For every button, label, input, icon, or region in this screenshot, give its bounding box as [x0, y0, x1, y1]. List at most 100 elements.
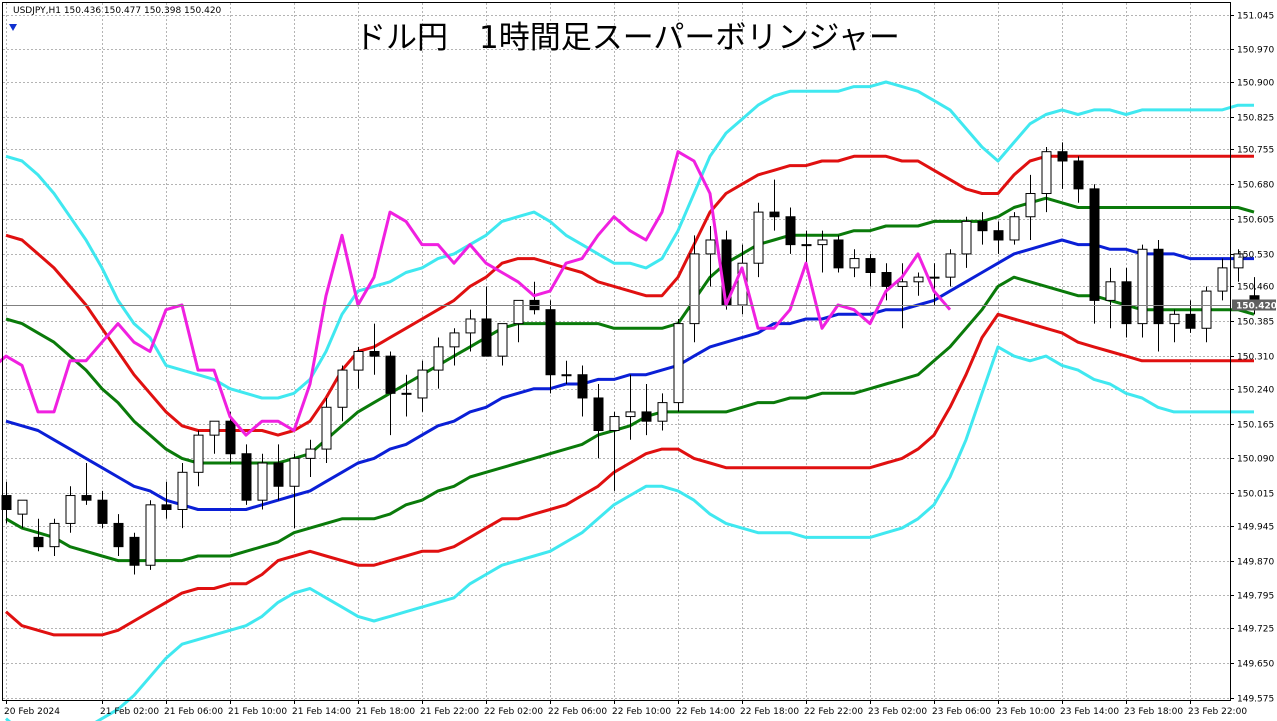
- price-tick-label: 150.165: [1237, 421, 1274, 431]
- candle-body-bull: [1169, 313, 1180, 325]
- candle-body-bull: [353, 351, 364, 371]
- time-tick-label: 22 Feb 22:00: [804, 707, 863, 717]
- time-tick-label: 23 Feb 06:00: [932, 707, 991, 717]
- candle-body-bear: [1089, 188, 1100, 301]
- time-tick-label: 23 Feb 02:00: [868, 707, 927, 717]
- candle: [225, 411, 236, 464]
- candle-body-bear: [225, 420, 236, 455]
- candle-body-bull: [1025, 193, 1036, 218]
- price-tick-label: 149.795: [1237, 592, 1274, 602]
- candle-body-bear: [1, 495, 12, 510]
- candle-body-bear: [97, 499, 108, 524]
- price-axis[interactable]: 151.045 150.970 150.900 150.825 150.755 150.6…: [1230, 12, 1274, 705]
- candle: [689, 235, 700, 343]
- candle: [17, 499, 28, 529]
- time-tick-label: 21 Feb 06:00: [164, 707, 223, 717]
- candle: [817, 230, 828, 273]
- candle-body-bull: [657, 402, 668, 422]
- candle-body-bear: [161, 504, 172, 510]
- candle: [193, 430, 204, 487]
- candle: [945, 249, 956, 287]
- candle: [1009, 212, 1020, 245]
- candle-body-bull: [609, 416, 620, 431]
- price-tick-label: 149.725: [1237, 625, 1274, 635]
- candle-body-bear: [577, 374, 588, 399]
- current-price-tag: 150.420: [1232, 299, 1277, 312]
- candle: [625, 374, 636, 440]
- candle: [1121, 267, 1132, 338]
- candle: [1057, 142, 1068, 189]
- candle: [545, 300, 556, 394]
- candle: [833, 235, 844, 273]
- candle: [257, 453, 268, 510]
- candle-body-bull: [1233, 253, 1244, 269]
- candle: [561, 360, 572, 385]
- candle-body-bear: [769, 211, 780, 218]
- candle: [81, 463, 92, 505]
- candle: [849, 249, 860, 278]
- candle-body-bull: [321, 406, 332, 450]
- price-tick-label: 150.385: [1237, 318, 1274, 328]
- candle: [1073, 156, 1084, 203]
- triangle-down-icon[interactable]: [9, 24, 17, 31]
- candle: [481, 286, 492, 357]
- price-tick-label: 150.970: [1237, 46, 1274, 56]
- candle: [433, 337, 444, 389]
- chart-title: ドル円 1時間足スーパーボリンジャー: [355, 20, 900, 56]
- candle: [289, 453, 300, 529]
- candle-body-bull: [433, 346, 444, 371]
- candle-body-bull: [753, 211, 764, 264]
- candle-body-bull: [801, 244, 812, 247]
- price-tick-label: 150.090: [1237, 455, 1274, 465]
- candle: [1169, 309, 1180, 343]
- candle: [513, 299, 524, 343]
- candle: [577, 365, 588, 417]
- band-middle: [5, 238, 1254, 511]
- candle: [865, 253, 876, 287]
- candle: [209, 420, 220, 454]
- candle: [465, 309, 476, 352]
- candle-body-bull: [1041, 151, 1052, 195]
- candle: [49, 518, 60, 556]
- candle-body-bull: [897, 281, 908, 287]
- candle: [1233, 249, 1244, 282]
- candle-body-bull: [1137, 248, 1148, 325]
- candle-body-bear: [865, 258, 876, 274]
- price-tick-label: 150.755: [1237, 146, 1274, 156]
- candle-body-bull: [209, 420, 220, 436]
- candle-body-bull: [417, 369, 428, 399]
- candle: [609, 411, 620, 491]
- candle: [129, 532, 140, 575]
- price-tick-label: 149.575: [1237, 695, 1274, 705]
- candle-body-bull: [961, 220, 972, 255]
- candle-body-bear: [241, 453, 252, 501]
- candle: [401, 374, 412, 417]
- candle-body-bear: [1121, 281, 1132, 325]
- candle: [1201, 286, 1212, 343]
- time-tick-label: 22 Feb 02:00: [484, 707, 543, 717]
- candle: [993, 221, 1004, 254]
- candle-body-bear: [369, 351, 380, 357]
- candle: [161, 481, 172, 519]
- candle-body-bull: [945, 253, 956, 278]
- candle-body-bull: [1201, 290, 1212, 329]
- candle: [1137, 244, 1148, 338]
- candle-body-bull: [817, 239, 828, 246]
- candle-body-bull: [1217, 267, 1228, 292]
- price-tick-label: 150.900: [1237, 79, 1274, 89]
- candle-body-bull: [65, 495, 76, 524]
- time-axis[interactable]: 20 Feb 2024 21 Feb 02:00 21 Feb 06:00 21 Fe…: [4, 700, 1247, 717]
- lagging-span: [0, 150, 952, 437]
- candle-body-bull: [929, 276, 940, 279]
- time-tick-label: 21 Feb 18:00: [356, 707, 415, 717]
- candle-body-bear: [113, 522, 124, 548]
- candle: [657, 393, 668, 431]
- candle: [353, 346, 364, 389]
- candle: [1217, 258, 1228, 301]
- candle-body-bull: [705, 239, 716, 255]
- candle: [929, 263, 940, 306]
- candle: [33, 518, 44, 552]
- price-tick-label: 150.460: [1237, 283, 1274, 293]
